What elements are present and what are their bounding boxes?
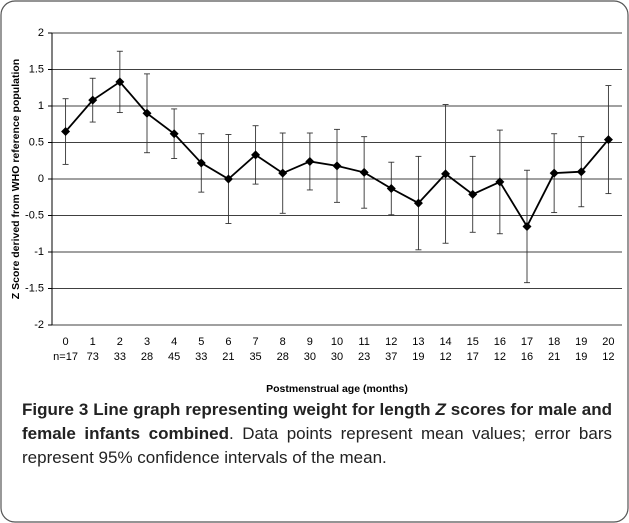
n-label: 12 [439,351,451,363]
marker [413,198,423,208]
caption-title: Line graph representing weight for lengt… [88,400,436,419]
n-label: 23 [358,351,370,363]
x-tick-label: 15 [467,336,479,348]
n-label: 45 [168,351,180,363]
marker [196,158,206,168]
marker [169,129,179,139]
marker [251,150,261,160]
x-tick-label: 13 [412,336,424,348]
x-tick-label: 4 [171,336,177,348]
n-label: 73 [87,351,99,363]
marker [61,127,71,137]
n-label: 37 [385,351,397,363]
x-tick-label: 5 [198,336,204,348]
y-axis-title: Z Score derived from WHO reference popul… [10,59,22,299]
x-tick-label: 8 [280,336,286,348]
caption: Figure 3 Line graph representing weight … [22,398,612,470]
x-tick-label: 3 [144,336,150,348]
n-label: 33 [114,351,126,363]
y-tick-label: 1.5 [29,63,44,75]
n-label: 30 [331,351,343,363]
caption-title: scores for male and female infants combi… [22,400,613,443]
y-tick-label: 0 [38,173,44,185]
x-tick-label: 17 [521,336,533,348]
y-tick-label: 1 [38,100,44,112]
marker [576,167,586,177]
n-label: 35 [249,351,261,363]
n-label: 21 [222,351,234,363]
y-tick-label: -1 [34,246,44,258]
x-tick-label: 9 [307,336,313,348]
caption-text: . Data points represent mean values; err… [22,424,612,467]
marker [142,108,152,118]
n-label: 19 [412,351,424,363]
marker [88,95,98,105]
y-tick-label: -1.5 [25,282,44,294]
y-tick-label: 0.5 [29,136,44,148]
y-tick-label: -0.5 [25,209,44,221]
marker [305,156,315,166]
marker [468,189,478,199]
y-tick-label: 2 [38,27,44,39]
n-label: 12 [602,351,614,363]
x-tick-label: 2 [117,336,123,348]
marker [441,169,451,179]
n-label: 17 [467,351,479,363]
marker [278,168,288,178]
marker [386,183,396,193]
marker [223,174,233,184]
x-tick-label: 20 [602,336,614,348]
x-tick-label: 10 [331,336,343,348]
n-label: 21 [548,351,560,363]
marker [115,77,125,87]
n-label: 33 [195,351,207,363]
n-label: n=17 [53,351,78,363]
n-label: 19 [575,351,587,363]
n-label: 28 [141,351,153,363]
x-tick-label: 11 [358,336,369,348]
x-tick-label: 18 [548,336,560,348]
x-tick-label: 16 [494,336,506,348]
marker [332,161,342,171]
y-tick-label: -2 [34,319,44,331]
x-axis-title: Postmenstrual age (months) [266,383,408,395]
x-tick-label: 6 [225,336,231,348]
x-tick-label: 0 [63,336,69,348]
n-label: 28 [277,351,289,363]
x-tick-label: 12 [385,336,397,348]
n-label: 30 [304,351,316,363]
x-tick-label: 7 [253,336,259,348]
n-label: 16 [521,351,533,363]
caption-label: Figure 3 [22,400,89,419]
n-label: 12 [494,351,506,363]
x-tick-label: 14 [439,336,451,348]
x-tick-label: 19 [575,336,587,348]
marker [522,221,532,231]
x-tick-label: 1 [90,336,96,348]
marker [495,177,505,187]
marker [603,135,613,145]
marker [549,168,559,178]
caption-title: Z [435,400,446,419]
marker [359,167,369,177]
